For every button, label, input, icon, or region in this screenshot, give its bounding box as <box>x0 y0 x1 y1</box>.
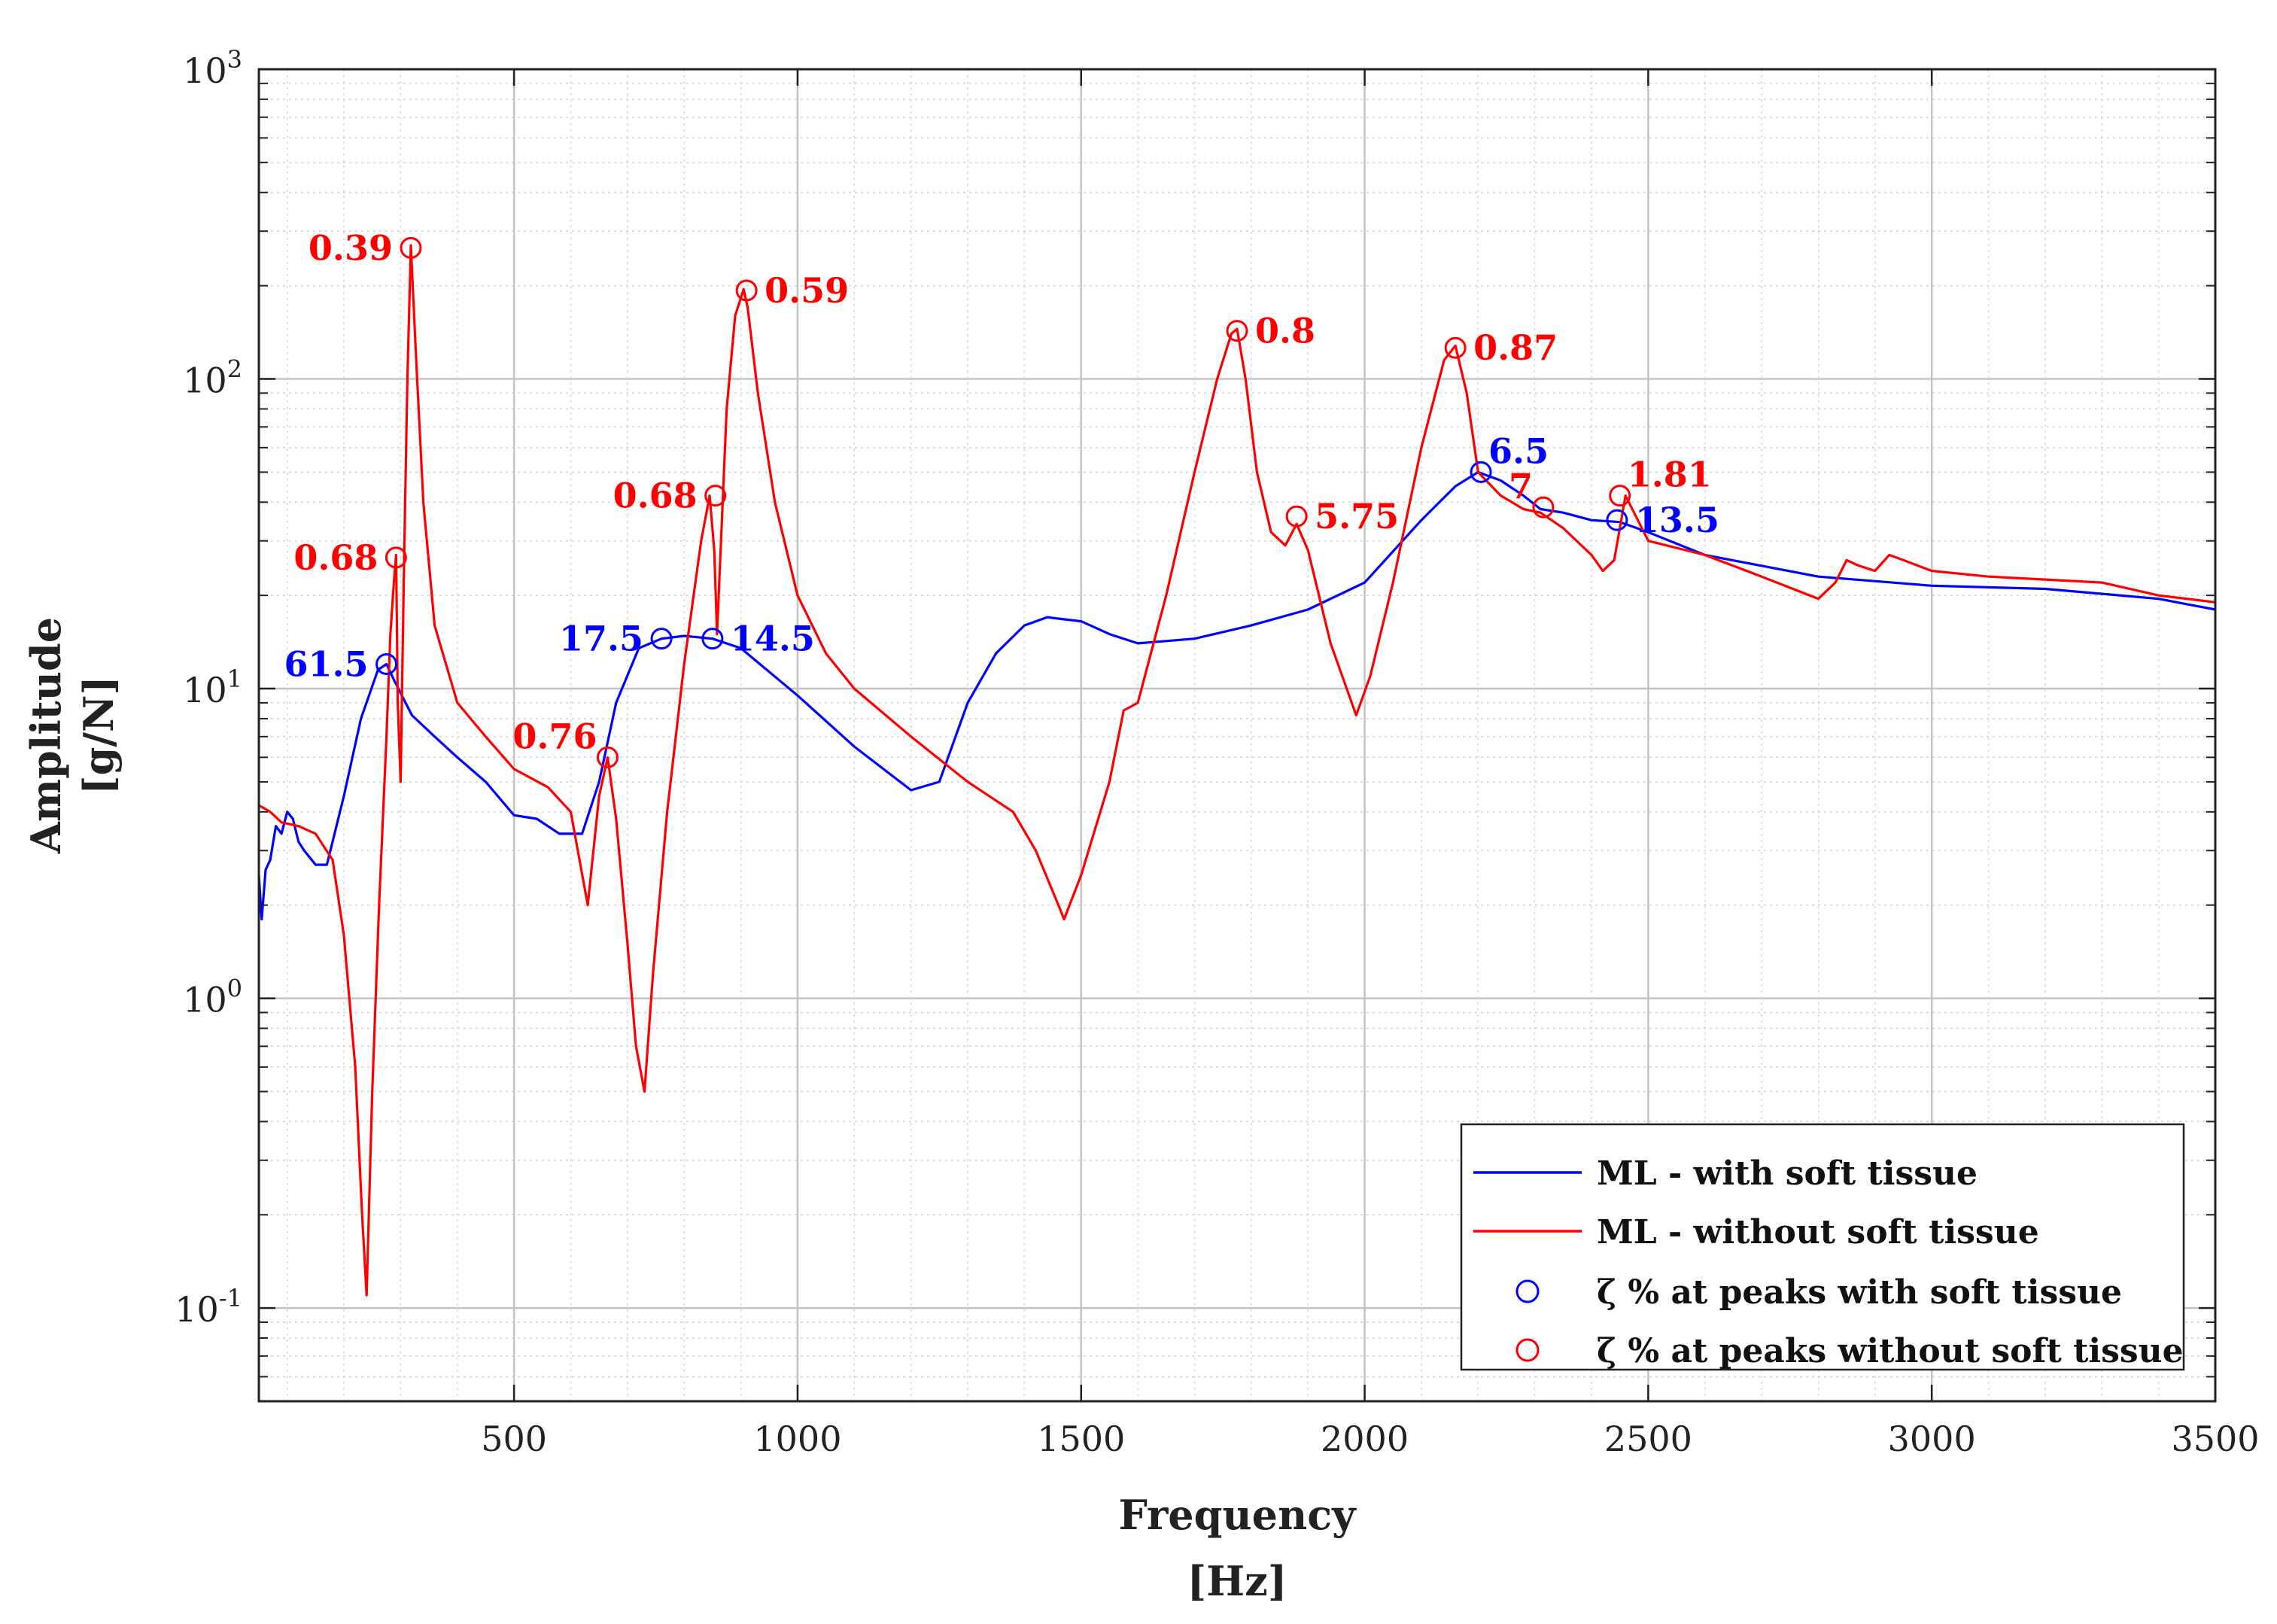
x-tick-label: 1500 <box>1037 1419 1125 1459</box>
y-tick-label: 10-1 <box>175 1284 242 1330</box>
y-axis-unit: [g/N] <box>74 676 123 795</box>
peak-marker-without <box>400 236 422 259</box>
peak-label: 0.68 <box>293 537 378 578</box>
peak-label: 0.68 <box>613 476 698 516</box>
peak-label: 13.5 <box>1635 500 1719 540</box>
peak-marker-without <box>1532 496 1555 519</box>
peak-label: 0.8 <box>1255 311 1315 351</box>
peak-marker-without <box>1285 505 1308 528</box>
peak-label: 14.5 <box>731 619 815 659</box>
peak-label: 6.5 <box>1488 430 1549 471</box>
x-axis-title: Frequency <box>1118 1491 1357 1539</box>
legend: ML - with soft tissue ML - without soft t… <box>1460 1123 2185 1371</box>
peak-marker-without <box>1444 336 1467 359</box>
x-tick-label: 3500 <box>2171 1419 2259 1459</box>
x-axis-unit: [Hz] <box>1187 1557 1287 1605</box>
x-tick-label: 1000 <box>753 1419 841 1459</box>
peak-marker-with <box>1606 509 1628 531</box>
legend-swatch-circle <box>1515 1338 1540 1362</box>
ticks: 10-1 100 101 102 103 500 1000 1500 2000 2500 3000 3… <box>175 45 2259 1459</box>
y-axis-title: Amplitude <box>22 617 70 854</box>
legend-label: ζ % at peaks with soft tissue <box>1597 1273 2122 1312</box>
series-line-without-soft-tissue <box>257 244 2217 1297</box>
peak-label: 0.59 <box>765 270 849 311</box>
peak-label: 7 <box>1509 466 1533 506</box>
legend-box <box>1460 1123 2185 1371</box>
peak-label: 61.5 <box>284 643 369 684</box>
x-tick-label: 2500 <box>1604 1419 1692 1459</box>
peak-marker-without <box>1609 485 1631 507</box>
peak-marker-with <box>1470 461 1492 483</box>
peak-marker-without <box>385 546 407 569</box>
peak-marker-without <box>704 485 727 507</box>
legend-label: ζ % at peaks without soft tissue <box>1597 1332 2184 1370</box>
peak-marker-without <box>735 279 758 302</box>
y-tick-label: 100 <box>183 975 242 1020</box>
x-tick-label: 500 <box>481 1419 547 1459</box>
peak-marker-without <box>596 746 619 768</box>
plot-frame <box>257 68 2217 1403</box>
legend-label: ML - with soft tissue <box>1597 1154 1978 1193</box>
y-tick-label: 103 <box>183 45 242 91</box>
peak-label: 1.81 <box>1628 455 1712 495</box>
grid <box>259 69 2215 1401</box>
peak-marker-with <box>650 628 673 650</box>
x-tick-label: 2000 <box>1321 1419 1409 1459</box>
peak-label: 17.5 <box>559 619 643 659</box>
y-tick-label: 101 <box>183 665 242 710</box>
x-tick-label: 3000 <box>1888 1419 1976 1459</box>
legend-swatch-circle <box>1515 1279 1540 1303</box>
peak-marker-with <box>701 628 724 650</box>
peak-marker-with <box>375 652 398 675</box>
peak-markers: 61.5 17.5 14.5 6.5 13.5 0.39 0.68 0.76 0.68 0.59 0… <box>284 227 1719 768</box>
peak-label: 0.87 <box>1473 327 1558 368</box>
peak-marker-without <box>1226 320 1248 342</box>
y-tick-label: 102 <box>183 355 242 401</box>
peak-label: 5.75 <box>1315 496 1399 537</box>
peak-label: 0.39 <box>309 227 393 268</box>
legend-label: ML - without soft tissue <box>1597 1213 2039 1251</box>
peak-label: 0.76 <box>512 716 597 756</box>
